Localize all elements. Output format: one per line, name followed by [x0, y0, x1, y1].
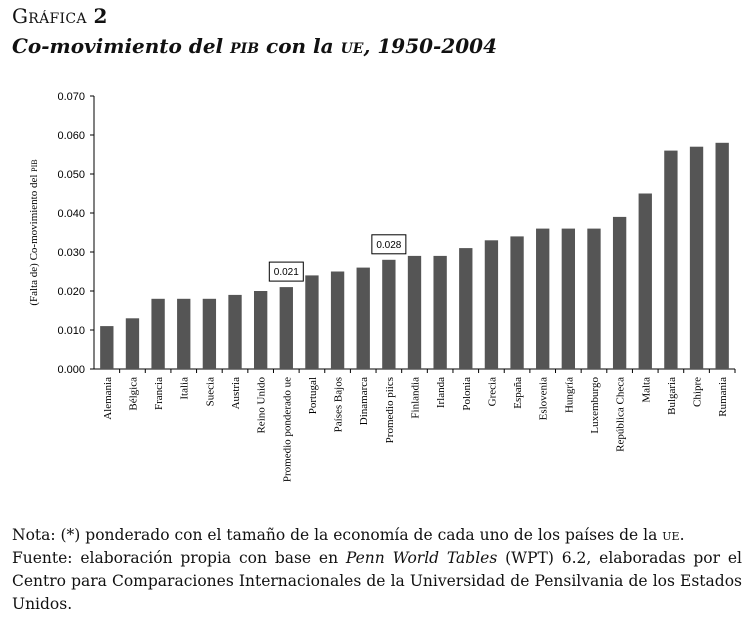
figure-notes: Nota: (*) ponderado con el tamaño de la …	[12, 524, 742, 616]
x-tick-label: Bélgica	[127, 377, 139, 411]
x-tick-label: Italia	[179, 377, 191, 400]
y-axis-title: (Falta de) Co-movimiento del pib	[28, 159, 40, 305]
bar	[100, 326, 114, 369]
bar	[305, 275, 319, 369]
x-tick-label: Francia	[153, 377, 165, 410]
x-tick-label: Alemania	[102, 377, 114, 420]
figure-label-word: Gráfica	[12, 4, 87, 28]
y-axis-title-part: pib	[28, 159, 40, 171]
x-tick-label: Chipre	[692, 377, 704, 407]
bar	[228, 294, 242, 369]
bar	[177, 298, 191, 369]
y-tick-label: 0.030	[57, 247, 85, 259]
y-axis-title-part: (Falta de) Co-movimiento del	[28, 172, 40, 306]
y-tick-label: 0.050	[57, 169, 85, 181]
bar	[459, 248, 473, 369]
x-tick-label: Promedio piics	[384, 377, 396, 443]
data-label: 0.028	[376, 240, 401, 251]
source-text: Fuente: elaboración propia con base en	[12, 549, 346, 567]
x-tick-label: Malta	[640, 377, 652, 403]
bar	[612, 216, 627, 369]
x-tick-label: Luxemburgo	[589, 377, 601, 434]
data-label: 0.021	[274, 267, 299, 278]
x-tick-label: Reino Unido	[256, 377, 268, 434]
x-tick-label: Promedio ponderado ue	[281, 377, 293, 482]
title-part: ue	[340, 34, 364, 58]
x-tick-label: Países Bajos	[333, 377, 345, 432]
x-tick-label: Suecia	[204, 377, 216, 406]
figure-title: Co-movimiento del pib con la ue, 1950-20…	[12, 34, 497, 58]
bar	[330, 271, 345, 369]
title-part: con la	[259, 34, 341, 58]
x-tick-label: Hungría	[563, 377, 575, 413]
figure-label: Gráfica 2	[12, 4, 108, 28]
y-tick-label: 0.020	[57, 286, 85, 298]
x-tick-label: España	[512, 377, 524, 409]
source-text: Penn World Tables	[345, 549, 498, 567]
y-tick-label: 0.060	[57, 130, 85, 142]
bar	[536, 228, 550, 369]
x-tick-label: Dinamarca	[358, 377, 370, 425]
bar	[279, 287, 293, 369]
y-tick-label: 0.040	[57, 208, 85, 220]
bar	[561, 228, 576, 369]
x-tick-label: Irlanda	[435, 377, 447, 408]
y-tick-label: 0.000	[57, 364, 85, 376]
data-label-box	[371, 234, 407, 255]
bar	[664, 150, 678, 369]
note-text: .	[679, 526, 685, 544]
bar	[151, 298, 165, 369]
bar	[356, 267, 370, 369]
bar	[510, 236, 524, 369]
note-text: Nota: (*) ponderado con el tamaño de la …	[12, 526, 663, 544]
title-part: pib	[230, 34, 260, 58]
figure-label-number: 2	[93, 4, 108, 28]
x-tick-label: Portugal	[307, 377, 319, 414]
x-tick-label: Grecia	[486, 377, 498, 406]
y-tick-label: 0.070	[57, 91, 85, 103]
bar	[382, 259, 396, 369]
x-tick-label: Austria	[230, 377, 242, 410]
x-tick-label: Polonia	[461, 377, 473, 411]
x-tick-label: Rumania	[717, 377, 729, 417]
data-label-box	[268, 261, 304, 282]
title-part: Co-movimiento del	[12, 34, 231, 58]
source-line: Fuente: elaboración propia con base en P…	[12, 547, 742, 616]
note-text: ue	[662, 526, 680, 544]
title-part: , 1950-2004	[363, 34, 498, 58]
note-line: Nota: (*) ponderado con el tamaño de la …	[12, 524, 742, 547]
x-tick-label: Bulgaria	[666, 377, 678, 415]
bar	[484, 240, 499, 369]
y-tick-label: 0.010	[57, 325, 85, 337]
bar	[253, 291, 268, 369]
x-tick-label: Finlandia	[410, 377, 422, 419]
source-text: (WPT) 6.2, elaboradas por el Centro para…	[12, 549, 742, 613]
bar	[638, 193, 652, 369]
bar	[202, 298, 217, 369]
x-tick-label: República Checa	[615, 377, 627, 452]
bar	[433, 255, 447, 369]
bar	[715, 142, 729, 369]
bar	[689, 146, 704, 369]
bar	[407, 255, 422, 369]
bar-chart: 0.000 0.010 0.020 0.030 0.040 0.050 0.060 0.070…	[28, 91, 736, 482]
bar	[125, 318, 140, 369]
x-tick-label: Eslovenia	[538, 377, 550, 420]
bar	[587, 228, 601, 369]
